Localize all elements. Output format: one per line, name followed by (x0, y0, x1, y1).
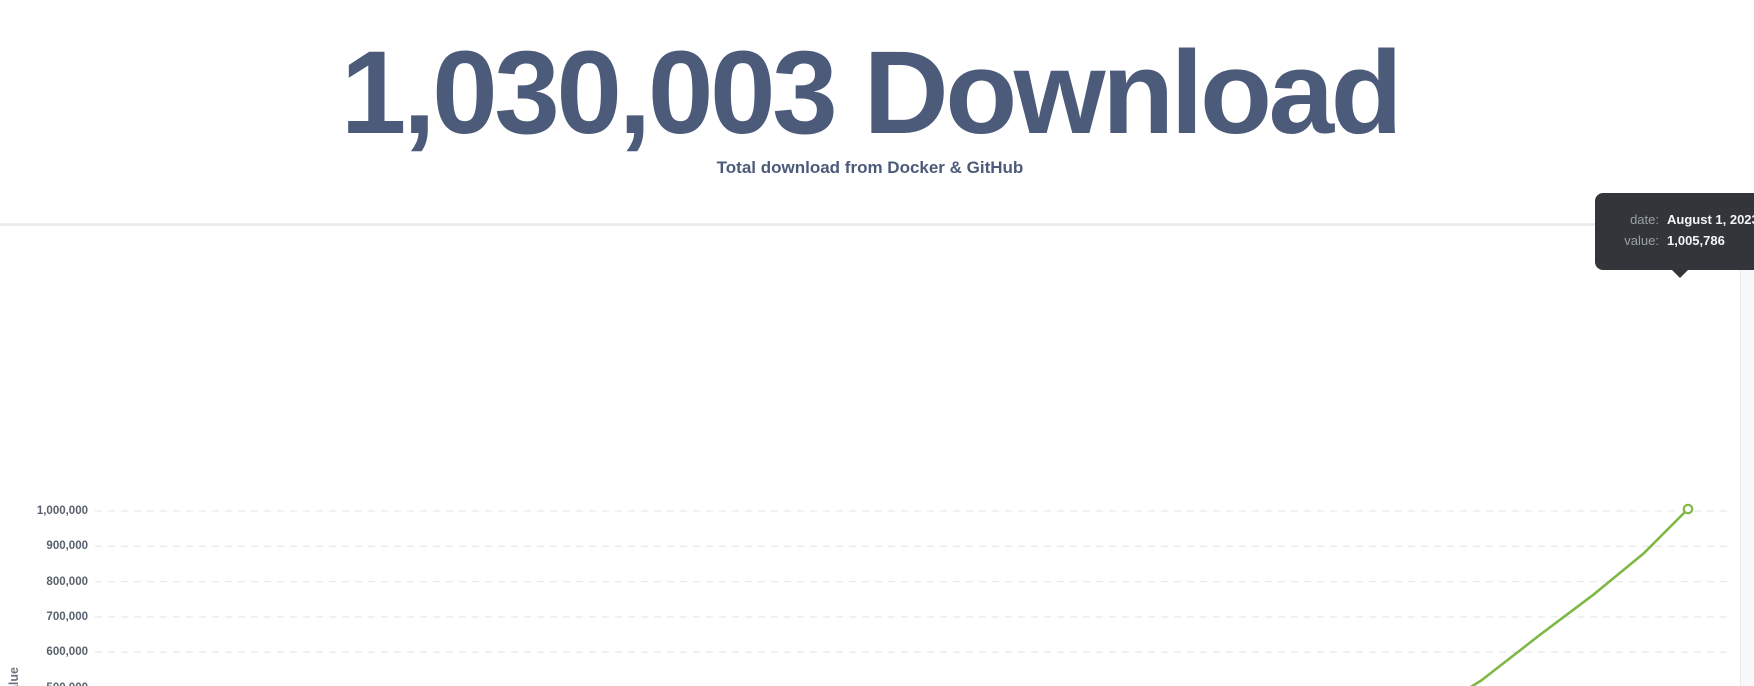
x-axis-tick-labels: October 1, 2022November 1, 2022December … (0, 226, 1754, 686)
y-axis-tick-label: 600,000 (46, 646, 88, 659)
y-axis-tick-labels: 1,000,000 900,000 800,000 700,000 600,000 500… (0, 226, 88, 686)
tooltip-value-label: value: (1624, 233, 1659, 248)
y-axis-tick-label: 900,000 (46, 540, 88, 553)
tooltip-date-label: date: (1630, 212, 1659, 227)
tooltip-date-row: date: August 1, 2023 (1613, 210, 1754, 229)
chart-canvas (95, 503, 1733, 686)
y-axis-tick-label: 800,000 (46, 575, 88, 588)
tooltip-value-row: value: 1,005,786 (1613, 231, 1754, 250)
y-axis-tick-label: 500,000 (0, 680, 88, 686)
header: 1,030,003 Download Total download from D… (0, 0, 1754, 226)
highlighted-point-marker[interactable] (1682, 503, 1694, 515)
page-title: 1,030,003 Download (340, 27, 1403, 159)
tooltip-value-value: 1,005,786 (1667, 233, 1725, 248)
y-axis-title: value (7, 667, 21, 686)
downloads-line-chart: 1,000,000 900,000 800,000 700,000 600,000 500… (0, 226, 1754, 686)
page-scroll-gutter (1740, 229, 1754, 686)
data-point-tooltip: date: August 1, 2023 value: 1,005,786 (1595, 193, 1754, 278)
tooltip-date-value: August 1, 2023 (1667, 212, 1754, 227)
page-subtitle: Total download from Docker & GitHub (716, 158, 1024, 177)
y-axis-tick-label: 1,000,000 (36, 505, 88, 517)
y-axis-tick-label: 700,000 (46, 610, 88, 623)
